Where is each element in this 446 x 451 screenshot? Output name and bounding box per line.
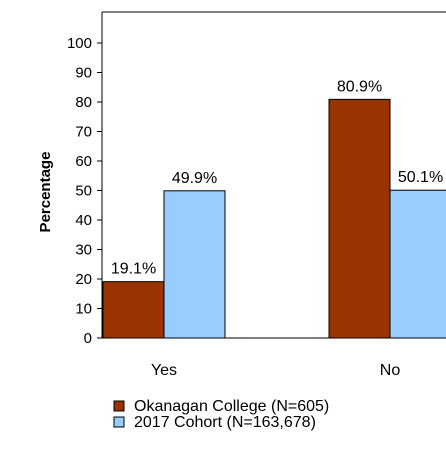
legend-swatch [113, 400, 125, 412]
data-label: 19.1% [111, 261, 156, 278]
bar-no-series-1 [328, 98, 391, 339]
y-tick-label: 80 [75, 94, 92, 111]
bar-yes-series-1 [102, 281, 165, 339]
data-labels: 19.1% 49.9% 80.9% 50.1% [111, 78, 443, 277]
y-tick-label: 20 [75, 271, 92, 288]
bar-no-series-2 [389, 189, 446, 339]
x-category-label: No [380, 362, 401, 379]
bar-yes-series-2 [163, 190, 226, 339]
legend: Okanagan College (N=605)2017 Cohort (N=1… [113, 398, 329, 431]
y-tick-label: 30 [75, 242, 92, 259]
y-tick-label: 60 [75, 153, 92, 170]
data-label: 49.9% [172, 170, 217, 187]
y-tick-label: 90 [75, 65, 92, 82]
y-tick-label: 50 [75, 183, 92, 200]
bars [102, 98, 446, 339]
legend-label: Okanagan College (N=605) [134, 398, 329, 415]
x-axis: Yes No [151, 362, 400, 379]
y-tick-label: 100 [67, 35, 92, 52]
data-label: 50.1% [398, 169, 443, 186]
y-tick-label: 10 [75, 301, 92, 318]
y-tick-label: 0 [84, 330, 92, 347]
legend-swatch [113, 416, 125, 428]
y-axis-title: Percentage [37, 152, 54, 233]
y-axis: 0 10 20 30 40 50 60 70 80 90 100 [67, 35, 102, 347]
legend-label: 2017 Cohort (N=163,678) [134, 414, 316, 431]
y-tick-label: 40 [75, 212, 92, 229]
data-label: 80.9% [337, 78, 382, 95]
y-tick-label: 70 [75, 124, 92, 141]
x-category-label: Yes [151, 362, 177, 379]
